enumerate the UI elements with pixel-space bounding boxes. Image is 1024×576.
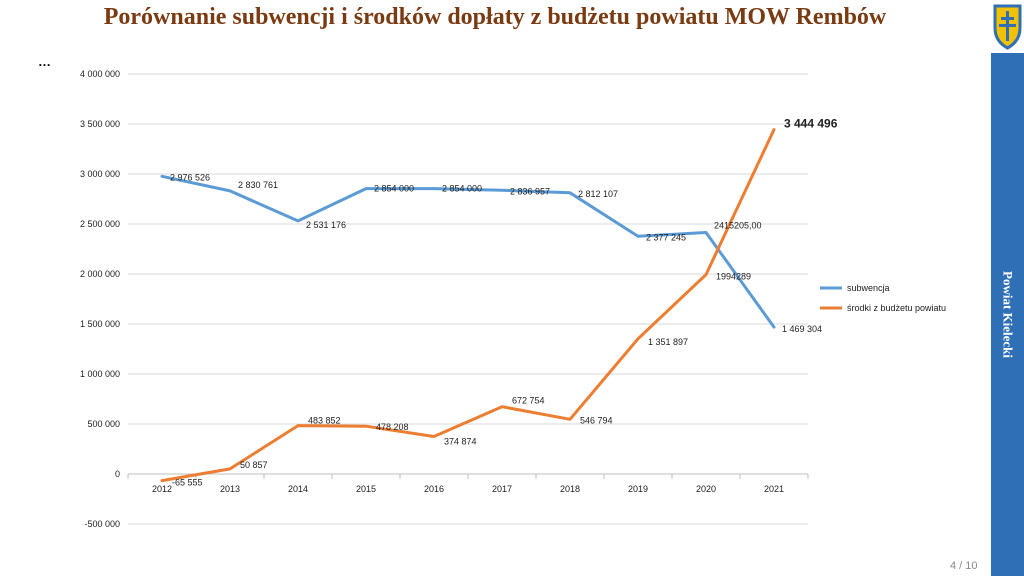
legend-entry: środki z budżetu powiatu	[847, 303, 946, 313]
data-label: 546 794	[580, 415, 613, 425]
data-label: 2415205,00	[714, 220, 762, 230]
data-label: 2 812 107	[578, 189, 618, 199]
y-tick-label: 1 500 000	[80, 319, 120, 329]
data-label: 2 830 761	[238, 180, 278, 190]
y-tick-label: 1 000 000	[80, 369, 120, 379]
chart-data-labels: 2 976 526 2 830 761 2 531 176 2 854 000 2 85…	[170, 117, 838, 488]
legend-entry: subwencja	[847, 283, 890, 293]
data-label: 2 377 245	[646, 232, 686, 242]
data-label: 1 351 897	[648, 337, 688, 347]
chart-series	[160, 128, 776, 483]
y-tick-label: 2 500 000	[80, 219, 120, 229]
x-tick-label: 2021	[764, 484, 784, 494]
data-label: 2 531 176	[306, 220, 346, 230]
x-tick-label: 2012	[152, 484, 172, 494]
sidebar-label-text: Powiat Kielecki	[1000, 270, 1016, 358]
data-label: 2 976 526	[170, 172, 210, 182]
x-tick-label: 2014	[288, 484, 308, 494]
series-line-srodki	[160, 128, 776, 483]
data-label: 483 852	[308, 416, 341, 426]
x-tick-label: 2018	[560, 484, 580, 494]
y-tick-label: 3 000 000	[80, 169, 120, 179]
line-chart: -500 000 0 500 000 1 000 000 1 500 000 2 000 …	[80, 69, 946, 529]
data-label: 478 208	[376, 422, 409, 432]
x-tick-label: 2015	[356, 484, 376, 494]
y-tick-label: 3 500 000	[80, 119, 120, 129]
chart-gridlines	[128, 73, 808, 525]
data-label: 672 754	[512, 396, 545, 406]
chart-axes: -500 000 0 500 000 1 000 000 1 500 000 2 000 …	[80, 69, 809, 529]
data-label: 2 854 000	[442, 184, 482, 194]
sidebar-band	[991, 53, 1024, 576]
ellipsis-mark: …	[38, 54, 51, 69]
slide-title: Porównanie subwencji i środków dopłaty z…	[103, 4, 887, 30]
data-label: 3 444 496	[784, 117, 838, 131]
x-tick-label: 2013	[220, 484, 240, 494]
x-tick-label: 2020	[696, 484, 716, 494]
x-tick-label: 2016	[424, 484, 444, 494]
data-label: 374 874	[444, 437, 477, 447]
y-tick-label: 0	[115, 469, 120, 479]
x-tick-label: 2017	[492, 484, 512, 494]
y-tick-label: -500 000	[84, 519, 120, 529]
sidebar-label: Powiat Kielecki	[991, 53, 1024, 576]
y-tick-label: 4 000 000	[80, 69, 120, 79]
data-label: 50 857	[240, 460, 268, 470]
data-label: 1994289	[716, 272, 751, 282]
page-number: 4 / 10	[950, 560, 978, 572]
data-label: -65 555	[172, 478, 203, 488]
data-label: 1 469 304	[782, 324, 822, 334]
series-line-subwencja	[160, 174, 776, 329]
x-tick-label: 2019	[628, 484, 648, 494]
coat-of-arms-icon	[993, 4, 1022, 50]
y-tick-label: 500 000	[87, 419, 120, 429]
data-label: 2 854 000	[374, 184, 414, 194]
chart-legend: subwencja środki z budżetu powiatu	[820, 283, 946, 313]
y-tick-label: 2 000 000	[80, 269, 120, 279]
data-label: 2 836 957	[510, 186, 550, 196]
